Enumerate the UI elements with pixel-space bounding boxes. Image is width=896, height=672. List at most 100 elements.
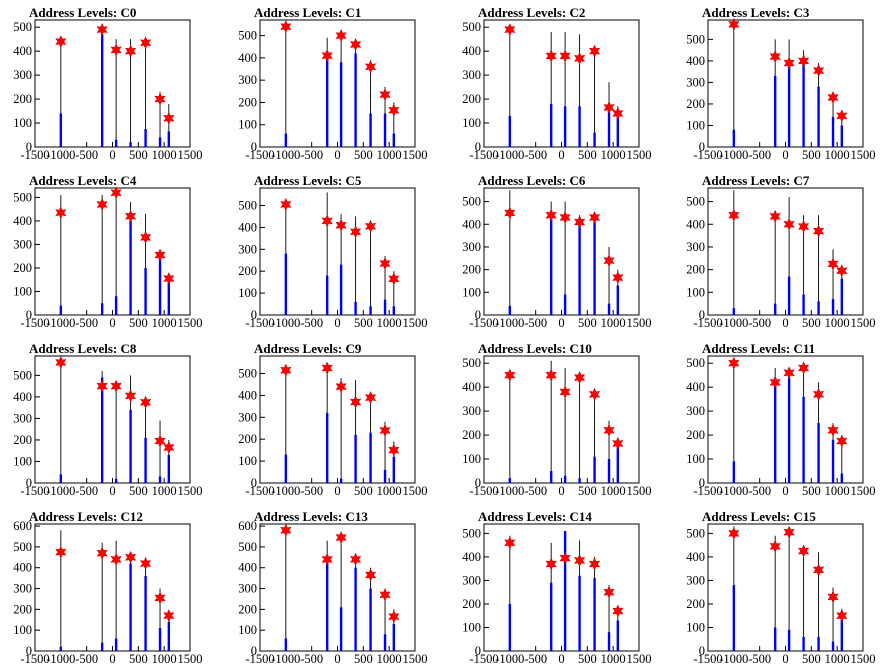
peak-star-marker [55, 355, 67, 370]
x-tick-label: 1500 [178, 148, 203, 162]
x-tick-label: 0 [109, 484, 115, 498]
y-tick-label: 100 [238, 286, 257, 300]
peak-star-marker [364, 60, 377, 74]
x-tick-label: 0 [109, 316, 115, 330]
histogram-bar [508, 478, 512, 483]
x-tick-label: 1000 [825, 148, 850, 162]
histogram-bar [563, 475, 567, 483]
x-tick-label: 500 [802, 316, 821, 330]
peak-star-marker [728, 526, 740, 541]
y-tick-label: 500 [686, 32, 705, 46]
histogram-bar [129, 563, 132, 651]
x-tick-label: 500 [578, 652, 597, 666]
y-tick-label: 300 [13, 68, 32, 82]
y-tick-label: 200 [238, 432, 257, 446]
y-tick-label: 400 [238, 220, 257, 234]
histogram-panel: Address Levels: C20100200300400500-1500-… [462, 5, 651, 162]
histogram-bar [167, 455, 171, 483]
peak-star-marker [96, 546, 108, 560]
histogram-bar [339, 607, 343, 651]
histogram-bar [817, 423, 820, 483]
histogram-bar [339, 62, 343, 148]
peak-star-marker [812, 63, 825, 78]
histogram-bar [840, 125, 844, 147]
y-tick-label: 200 [462, 263, 481, 277]
histogram-bar [840, 278, 844, 315]
y-tick-label: 400 [13, 561, 32, 575]
x-tick-label: -500 [524, 484, 547, 498]
histogram-bar [167, 621, 171, 651]
histogram-bar [100, 303, 104, 315]
peak-star-marker [836, 434, 848, 448]
x-tick-label: -500 [524, 652, 547, 666]
histogram-bar [607, 459, 611, 483]
histogram-bar [578, 217, 581, 315]
x-tick-label: 1000 [377, 652, 402, 666]
y-tick-label: 300 [13, 237, 32, 251]
panel-title: Address Levels: C9 [254, 341, 362, 356]
y-tick-label: 100 [686, 285, 705, 299]
y-tick-label: 200 [238, 602, 257, 616]
histogram-bar [100, 34, 104, 147]
histogram-bar [144, 267, 147, 315]
y-tick-label: 0 [251, 644, 257, 658]
histogram-bar [563, 106, 567, 147]
y-tick-label: 0 [251, 140, 257, 154]
y-tick-label: 400 [462, 380, 481, 394]
histogram-panel: Address Levels: C40100200300400500-1500-… [13, 173, 202, 330]
y-tick-label: 0 [699, 644, 705, 658]
histogram-bar [508, 115, 512, 147]
panel-title: Address Levels: C4 [29, 173, 137, 188]
y-tick-label: 300 [238, 582, 257, 596]
peak-star-marker [335, 28, 347, 43]
peak-star-marker [154, 591, 166, 605]
peak-star-marker [783, 366, 795, 380]
histogram-bar [787, 276, 791, 315]
histogram-bar [787, 377, 791, 483]
peak-star-marker [504, 206, 516, 220]
peak-star-marker [612, 106, 624, 121]
peak-star-marker [110, 552, 122, 567]
histogram-bar [354, 53, 357, 147]
x-tick-label: 0 [558, 148, 564, 162]
x-tick-label: 1000 [601, 148, 626, 162]
panel-title: Address Levels: C8 [29, 341, 137, 356]
x-tick-label: 500 [129, 316, 148, 330]
y-tick-label: 100 [238, 454, 257, 468]
x-tick-label: -1000 [719, 484, 748, 498]
histogram-bar [354, 301, 357, 315]
peak-star-marker [728, 208, 740, 222]
histogram-bar [773, 377, 777, 483]
y-tick-label: 300 [462, 240, 481, 254]
histogram-bar [284, 638, 288, 651]
peak-star-marker [379, 588, 391, 602]
y-tick-label: 500 [13, 368, 32, 382]
histogram-bar [787, 629, 791, 651]
histogram-bar [392, 133, 396, 147]
x-tick-label: 1500 [403, 148, 428, 162]
x-tick-label: 1000 [377, 316, 402, 330]
peak-star-marker [55, 545, 67, 559]
peak-star-marker [504, 22, 516, 37]
y-tick-label: 0 [251, 476, 257, 490]
x-tick-label: 1500 [627, 484, 652, 498]
x-tick-label: -1500 [20, 652, 49, 666]
peak-star-marker [139, 395, 152, 409]
panel-title: Address Levels: C1 [254, 5, 361, 20]
x-tick-label: -1500 [469, 148, 498, 162]
peak-star-marker [96, 379, 108, 393]
panel-title: Address Levels: C15 [702, 509, 816, 524]
histogram-bar [158, 253, 162, 315]
histogram-panel: Address Levels: C14 0 100 200 300 400 500 -1500… [462, 509, 651, 666]
histogram-bar [144, 437, 147, 483]
peak-star-marker [588, 210, 601, 225]
histogram-bar [787, 67, 791, 147]
peak-star-marker [612, 436, 624, 451]
y-tick-label: 100 [13, 623, 32, 637]
x-tick-label: 1500 [627, 148, 652, 162]
y-tick-label: 500 [686, 195, 705, 209]
x-tick-label: 0 [558, 484, 564, 498]
y-tick-label: 300 [13, 582, 32, 596]
x-tick-label: 500 [802, 652, 821, 666]
